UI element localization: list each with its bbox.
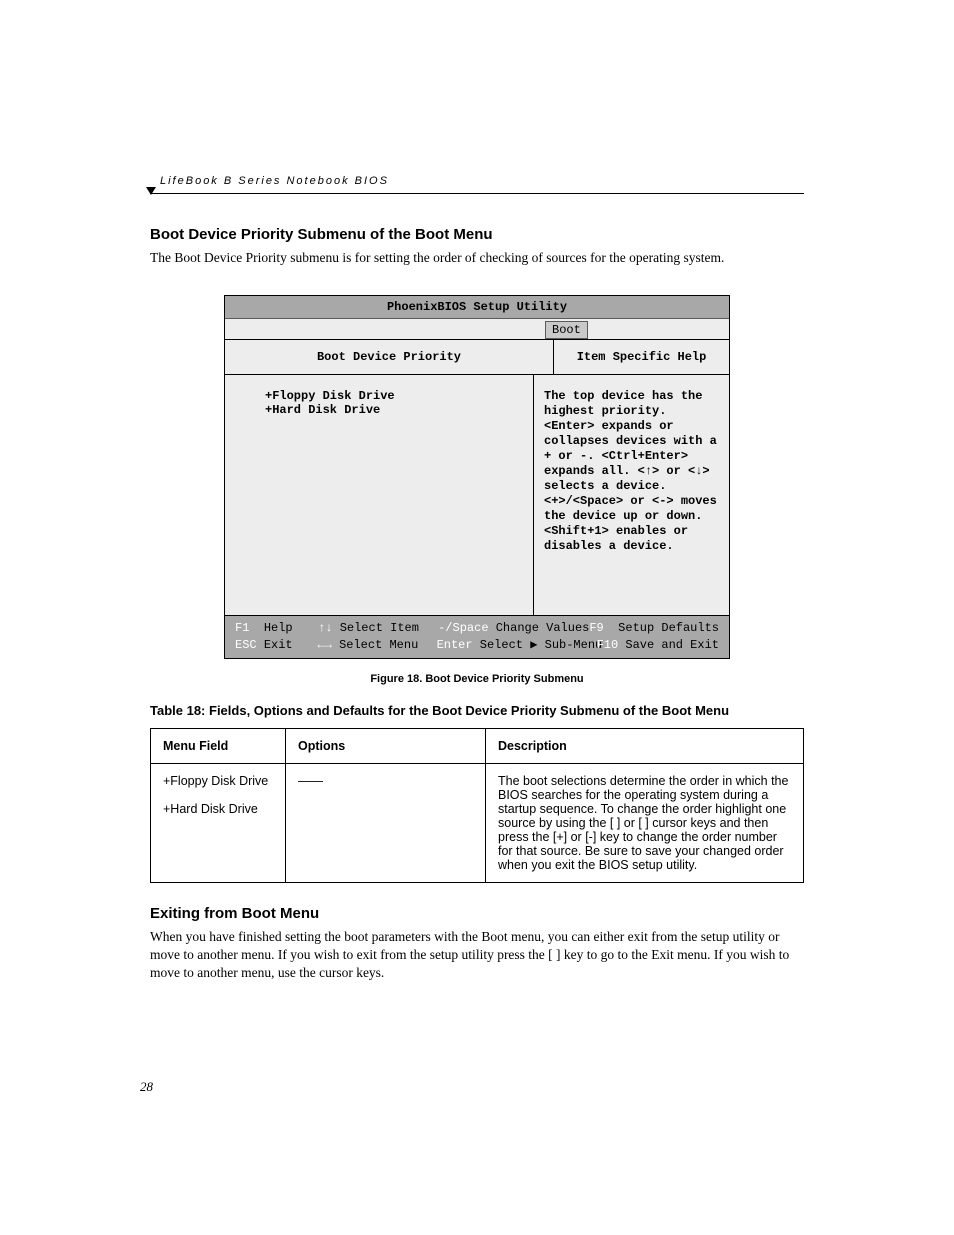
bios-tab-boot: Boot — [545, 321, 588, 339]
key-f9-label: Setup Defaults — [618, 621, 719, 635]
fields-table: Menu Field Options Description +Floppy D… — [150, 728, 804, 883]
header-marker-icon — [146, 187, 156, 195]
running-header: LifeBook B Series Notebook BIOS — [160, 175, 804, 187]
figure-caption: Figure 18. Boot Device Priority Submenu — [150, 673, 804, 685]
page-number: 28 — [140, 1079, 153, 1095]
bios-right-header: Item Specific Help — [554, 339, 729, 375]
td-description: The boot selections determine the order … — [486, 763, 804, 882]
bios-device-list: +Floppy Disk Drive +Hard Disk Drive — [225, 375, 534, 615]
key-esc-label: Exit — [264, 638, 293, 652]
key-space-label: Change Values — [496, 621, 590, 635]
th-options: Options — [286, 728, 486, 763]
key-f1-label: Help — [264, 621, 293, 635]
section2-heading: Exiting from Boot Menu — [150, 905, 804, 922]
table-title: Table 18: Fields, Options and Defaults f… — [150, 703, 804, 718]
th-description: Description — [486, 728, 804, 763]
td-menu-field: +Floppy Disk Drive +Hard Disk Drive — [151, 763, 286, 882]
key-enter: Enter — [437, 638, 473, 652]
section-heading: Boot Device Priority Submenu of the Boot… — [150, 226, 804, 243]
document-page: LifeBook B Series Notebook BIOS Boot Dev… — [0, 0, 954, 1235]
key-f9: F9 — [589, 621, 603, 635]
bios-help-text: The top device has the highest priority.… — [534, 375, 729, 615]
bios-column-headers: Boot Device Priority Item Specific Help — [225, 339, 729, 375]
bios-utility-title: PhoenixBIOS Setup Utility — [225, 296, 729, 319]
bios-tab-bar: Boot — [225, 319, 729, 339]
key-updown-label: Select Item — [340, 621, 419, 635]
key-updown: ↑↓ — [318, 621, 332, 635]
section-intro: The Boot Device Priority submenu is for … — [150, 249, 804, 267]
key-esc: ESC — [235, 638, 257, 652]
bios-footer-keys: F1 Help ↑↓ Select Item -/Space Change Va… — [225, 616, 729, 658]
bios-screenshot-figure: PhoenixBIOS Setup Utility Boot Boot Devi… — [224, 295, 730, 659]
key-f1: F1 — [235, 621, 249, 635]
th-menu-field: Menu Field — [151, 728, 286, 763]
key-leftright-label: Select Menu — [339, 638, 418, 652]
key-leftright: ←→ — [317, 638, 331, 652]
header-rule — [150, 191, 804, 201]
key-enter-label: Select ▶ Sub-Menu — [480, 638, 602, 652]
section2-body: When you have finished setting the boot … — [150, 928, 804, 983]
bios-body: +Floppy Disk Drive +Hard Disk Drive The … — [225, 375, 729, 616]
key-f10: F10 — [597, 638, 619, 652]
key-space: -/Space — [438, 621, 488, 635]
table-header-row: Menu Field Options Description — [151, 728, 804, 763]
key-f10-label: Save and Exit — [625, 638, 719, 652]
td-options: —— — [286, 763, 486, 882]
bios-left-header: Boot Device Priority — [225, 339, 553, 375]
table-row: +Floppy Disk Drive +Hard Disk Drive —— T… — [151, 763, 804, 882]
